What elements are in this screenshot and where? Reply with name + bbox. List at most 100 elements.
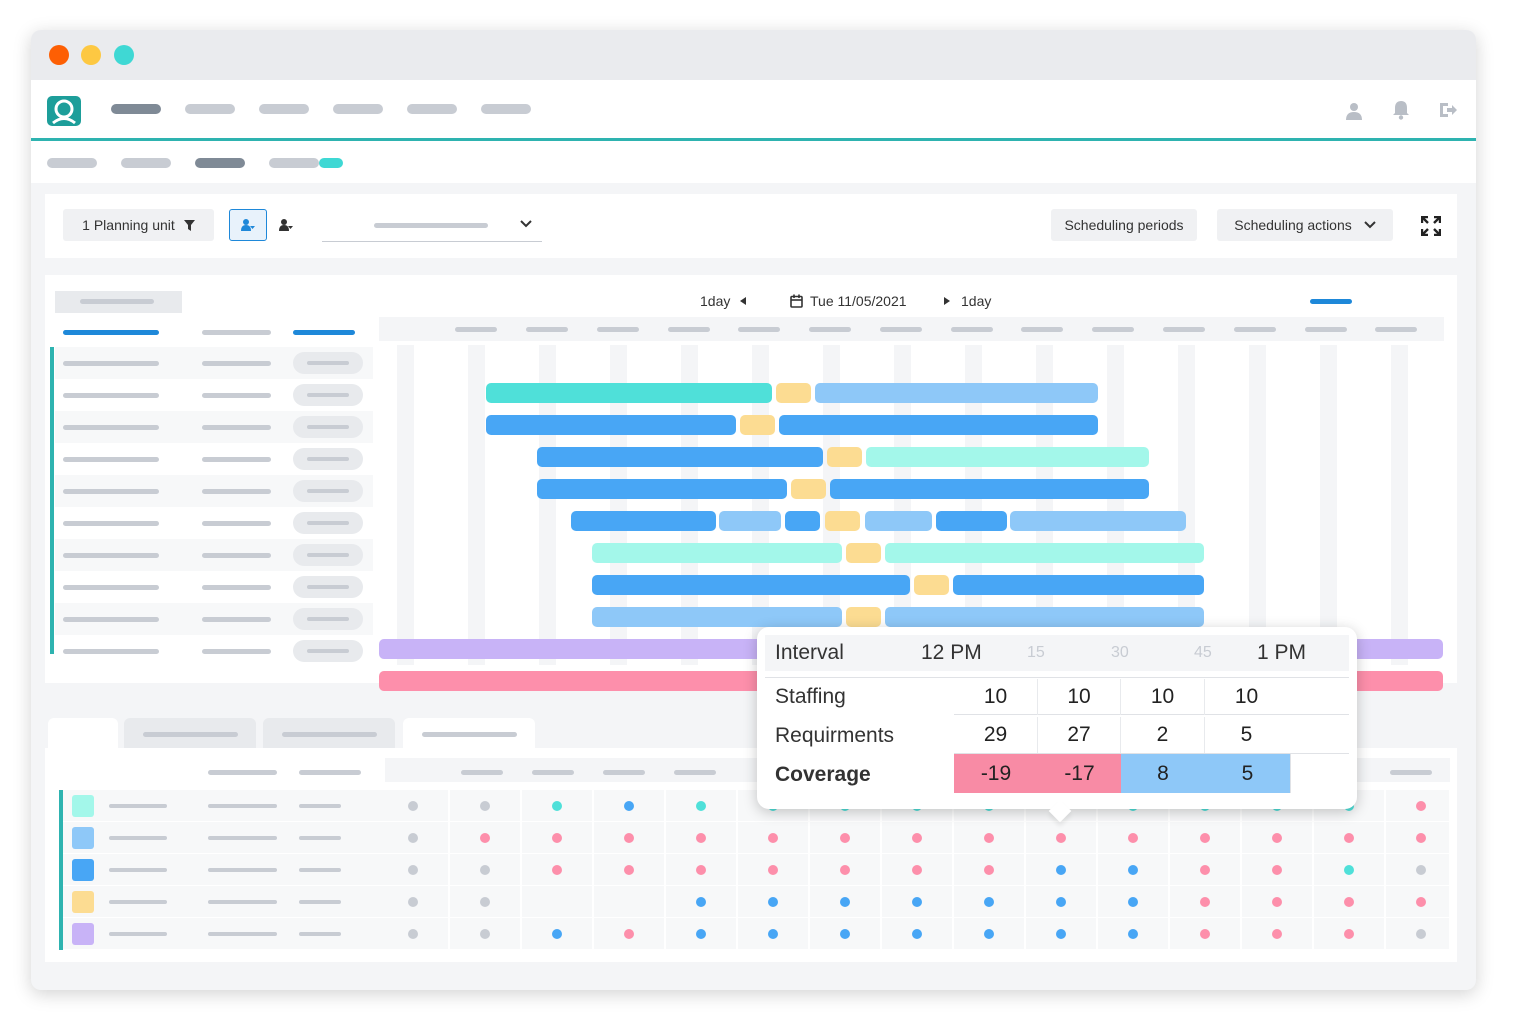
shift-bar[interactable] (830, 479, 1149, 499)
prev-day-button[interactable]: 1day (700, 293, 747, 309)
column-divider (1096, 918, 1098, 949)
zoom-indicator[interactable] (1310, 299, 1352, 304)
coverage-dot (1344, 865, 1354, 875)
table-row[interactable] (55, 475, 373, 507)
shift-bar[interactable] (815, 383, 1098, 403)
coverage-dot (1128, 929, 1138, 939)
shift-bar[interactable] (740, 415, 775, 435)
close-window-button[interactable] (49, 45, 69, 65)
column-divider (952, 918, 954, 949)
next-day-button[interactable]: 1day (944, 293, 991, 309)
tab[interactable] (263, 718, 395, 748)
minimize-window-button[interactable] (81, 45, 101, 65)
tab[interactable] (124, 718, 256, 748)
scheduling-actions-button[interactable]: Scheduling actions (1217, 209, 1393, 241)
column-header-active[interactable] (293, 330, 355, 335)
maximize-window-button[interactable] (114, 45, 134, 65)
nav-item[interactable] (481, 104, 531, 114)
view-select-dropdown[interactable] (322, 209, 542, 242)
row-info-placeholder (208, 836, 277, 840)
shift-bar[interactable] (885, 543, 1204, 563)
table-row[interactable] (55, 635, 373, 667)
table-row[interactable] (55, 507, 373, 539)
coverage-dot (768, 865, 778, 875)
shift-bar[interactable] (537, 447, 823, 467)
shift-bar[interactable] (846, 607, 881, 627)
shift-bar[interactable] (791, 479, 826, 499)
table-row[interactable] (55, 347, 373, 379)
column-header-active[interactable] (63, 330, 159, 335)
table-row[interactable] (55, 443, 373, 475)
planning-unit-filter-button[interactable]: 1 Planning unit (63, 209, 214, 241)
gantt-search-box[interactable] (55, 291, 182, 313)
shift-bar[interactable] (936, 511, 1007, 531)
user-icon[interactable] (1346, 102, 1362, 120)
column-header[interactable] (208, 770, 277, 775)
shift-bar[interactable] (785, 511, 820, 531)
nav-item[interactable] (333, 104, 383, 114)
shift-bar[interactable] (825, 511, 860, 531)
shift-bar[interactable] (537, 479, 787, 499)
shift-bar[interactable] (592, 575, 910, 595)
table-row[interactable] (55, 379, 373, 411)
group-view-button[interactable] (267, 209, 305, 241)
coverage-row[interactable] (63, 886, 1449, 917)
coverage-dot (624, 865, 634, 875)
shift-bar[interactable] (866, 447, 1149, 467)
shift-bar[interactable] (719, 511, 781, 531)
coverage-dot (1416, 929, 1426, 939)
person-view-button[interactable] (229, 209, 267, 241)
tab[interactable] (403, 718, 535, 748)
table-row[interactable] (55, 411, 373, 443)
column-divider (1312, 854, 1314, 885)
row-pill (293, 544, 363, 566)
subnav-item[interactable] (47, 158, 97, 168)
shift-bar[interactable] (846, 543, 881, 563)
subnav-item[interactable] (269, 158, 319, 168)
fullscreen-icon[interactable] (1421, 216, 1441, 236)
shift-bar[interactable] (571, 511, 716, 531)
tab-active[interactable] (48, 718, 118, 748)
table-row[interactable] (55, 603, 373, 635)
nav-item[interactable] (259, 104, 309, 114)
table-row[interactable] (55, 539, 373, 571)
shift-bar[interactable] (486, 415, 736, 435)
nav-item[interactable] (185, 104, 235, 114)
subnav-item-active[interactable] (195, 158, 245, 168)
shift-bar[interactable] (779, 415, 1098, 435)
column-header[interactable] (299, 770, 361, 775)
subnav-item[interactable] (121, 158, 171, 168)
shift-bar[interactable] (776, 383, 811, 403)
coverage-dot (840, 897, 850, 907)
nav-item[interactable] (407, 104, 457, 114)
table-row[interactable] (55, 571, 373, 603)
coverage-row[interactable] (63, 918, 1449, 949)
logout-icon[interactable] (1438, 101, 1458, 119)
column-divider (1096, 886, 1098, 917)
coverage-row[interactable] (63, 854, 1449, 885)
nav-item-active[interactable] (111, 104, 161, 114)
column-header[interactable] (202, 330, 271, 335)
column-divider (808, 854, 810, 885)
shift-bar[interactable] (953, 575, 1204, 595)
coverage-row[interactable] (63, 822, 1449, 853)
date-picker-button[interactable]: Tue 11/05/2021 (790, 293, 907, 309)
column-divider (520, 854, 522, 885)
shift-bar[interactable] (592, 543, 842, 563)
interval-time-label: 1 PM (1257, 641, 1307, 664)
row-info-placeholder (299, 804, 341, 808)
shift-bar[interactable] (885, 607, 1204, 627)
shift-bar[interactable] (592, 607, 842, 627)
shift-bar[interactable] (486, 383, 772, 403)
shift-bar[interactable] (827, 447, 862, 467)
shift-bar[interactable] (914, 575, 949, 595)
scheduling-periods-button[interactable]: Scheduling periods (1051, 209, 1197, 241)
row-name-placeholder (109, 804, 167, 808)
bell-icon[interactable] (1392, 100, 1410, 120)
shift-bar[interactable] (1010, 511, 1186, 531)
row-name-placeholder (63, 585, 159, 590)
coverage-dot (552, 929, 562, 939)
shift-bar[interactable] (865, 511, 932, 531)
app-logo-icon[interactable] (47, 96, 81, 126)
column-divider (520, 886, 522, 917)
